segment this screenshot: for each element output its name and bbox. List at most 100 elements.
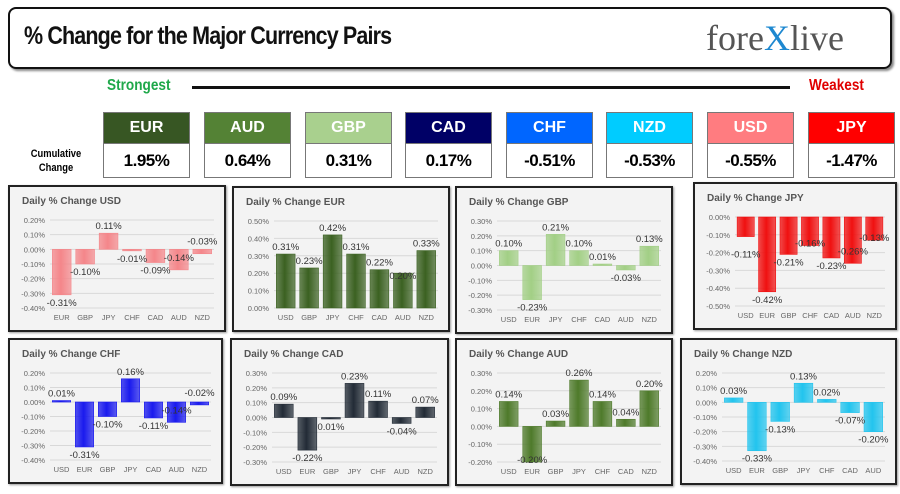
x-tick-label: GBP <box>100 465 116 474</box>
bar-chart: Daily % Change AUD 0.30% 0.20% 0.10% 0.00% -0… <box>468 349 663 476</box>
logo-x-icon: X <box>764 18 791 58</box>
bar-chf <box>592 401 613 427</box>
bar-aud <box>167 401 187 423</box>
bar-chf <box>346 253 366 309</box>
y-tick-label: -0.40% <box>21 456 45 465</box>
y-tick-label: -0.30% <box>693 442 717 451</box>
data-label: 0.31% <box>343 242 370 253</box>
tile-currency: CHF <box>507 113 592 143</box>
x-tick-label: EUR <box>524 315 540 324</box>
data-label: -0.31% <box>47 298 78 309</box>
y-tick-label: 0.30% <box>248 252 270 261</box>
chart-panel-gbp: Daily % Change GBP 0.30% 0.20% 0.10% 0.00% -0… <box>455 186 673 334</box>
x-tick-label: EUR <box>54 313 70 322</box>
x-tick-label: NZD <box>642 467 658 476</box>
y-tick-label: -0.20% <box>21 427 45 436</box>
bar-jpy <box>121 378 141 403</box>
bar-nzd <box>865 216 884 241</box>
bar-cad <box>822 216 841 259</box>
data-label: -0.20% <box>517 455 548 466</box>
chart-panel-chf: Daily % Change CHF 0.20% 0.10% 0.00% -0.10% -… <box>8 338 223 484</box>
x-tick-label: JPY <box>549 315 563 324</box>
y-tick-label: 0.10% <box>471 405 493 414</box>
y-tick-label: -0.10% <box>21 413 45 422</box>
title-box: % Change for the Major Currency Pairs fo… <box>8 7 892 69</box>
y-tick-label: 0.00% <box>471 422 493 431</box>
bar-nzd <box>192 249 212 255</box>
y-tick-label: -0.20% <box>706 249 730 258</box>
y-tick-label: -0.10% <box>468 276 492 285</box>
data-label: -0.03% <box>611 273 642 284</box>
y-tick-label: 0.00% <box>696 398 718 407</box>
y-tick-label: -0.10% <box>693 413 717 422</box>
x-tick-label: AUD <box>169 465 185 474</box>
x-tick-label: USD <box>501 315 517 324</box>
x-tick-label: CAD <box>372 313 388 322</box>
y-tick-label: 0.20% <box>246 384 268 393</box>
y-tick-label: 0.20% <box>24 216 46 225</box>
y-tick-label: -0.40% <box>706 284 730 293</box>
currency-tile-chf: CHF -0.51% <box>506 112 593 178</box>
bar-aud <box>863 402 883 432</box>
x-tick-label: NZD <box>418 467 434 476</box>
x-tick-label: CAD <box>146 465 162 474</box>
y-tick-label: 0.10% <box>24 384 46 393</box>
y-tick-label: 0.20% <box>248 269 270 278</box>
y-tick-label: 0.20% <box>24 369 46 378</box>
chart-title: Daily % Change NZD <box>694 349 792 360</box>
data-label: 0.11% <box>365 389 392 400</box>
data-label: 0.02% <box>813 387 840 398</box>
bar-cad <box>369 269 390 309</box>
x-tick-label: JPY <box>572 467 586 476</box>
chart-title: Daily % Change CAD <box>244 349 343 360</box>
tile-currency: NZD <box>607 113 692 143</box>
bar-chf <box>817 399 837 403</box>
bar-jpy <box>569 379 589 427</box>
bar-gbp <box>545 420 566 427</box>
y-tick-label: 0.20% <box>471 232 493 241</box>
x-tick-label: USD <box>54 465 70 474</box>
chart-panel-nzd: Daily % Change NZD 0.20% 0.10% 0.00% -0.10% -… <box>680 338 897 485</box>
x-tick-label: USD <box>278 313 294 322</box>
data-label: -0.01% <box>117 254 148 265</box>
x-tick-label: CAD <box>842 466 858 475</box>
data-label: -0.09% <box>140 266 171 277</box>
bar-eur <box>747 402 767 452</box>
y-tick-label: 0.50% <box>248 217 270 226</box>
bar-usd <box>499 401 519 427</box>
bar-chart: Daily % Change EUR 0.50% 0.40% 0.30% 0.20% 0.… <box>246 197 440 322</box>
data-label: 0.07% <box>412 395 439 406</box>
data-label: 0.14% <box>495 389 522 400</box>
x-tick-label: CAD <box>595 315 611 324</box>
x-tick-label: AUD <box>865 466 881 475</box>
data-label: -0.10% <box>92 420 123 431</box>
bar-eur <box>75 401 95 448</box>
bar-chart: Daily % Change USD 0.20% 0.10% 0.00% -0.10% -… <box>21 196 218 322</box>
y-tick-label: 0.40% <box>248 234 270 243</box>
y-tick-label: -0.20% <box>468 458 492 467</box>
x-tick-label: USD <box>726 466 742 475</box>
tile-currency: AUD <box>205 113 290 143</box>
logo-text-pre: fore <box>706 18 765 58</box>
data-label: 0.10% <box>566 239 593 250</box>
currency-tile-jpy: JPY -1.47% <box>808 112 895 178</box>
y-tick-label: 0.00% <box>248 304 270 313</box>
y-tick-label: 0.20% <box>471 387 493 396</box>
data-label: 0.10% <box>495 239 522 250</box>
data-label: -0.33% <box>742 454 773 465</box>
tile-currency: CAD <box>406 113 491 143</box>
x-tick-label: AUD <box>171 313 187 322</box>
data-label: -0.13% <box>859 233 890 244</box>
data-label: -0.16% <box>795 238 826 249</box>
x-tick-label: USD <box>276 467 292 476</box>
data-label: -0.14% <box>164 253 195 264</box>
x-tick-label: CHF <box>595 467 611 476</box>
y-tick-label: 0.30% <box>471 217 493 226</box>
currency-tile-cad: CAD 0.17% <box>405 112 492 178</box>
tile-cumulative-value: 0.31% <box>306 143 391 177</box>
currency-tile-gbp: GBP 0.31% <box>305 112 392 178</box>
y-tick-label: 0.10% <box>246 399 268 408</box>
bar-chart: Daily % Change NZD 0.20% 0.10% 0.00% -0.10% -… <box>693 349 889 475</box>
bar-usd <box>276 253 296 309</box>
y-tick-label: -0.20% <box>468 291 492 300</box>
